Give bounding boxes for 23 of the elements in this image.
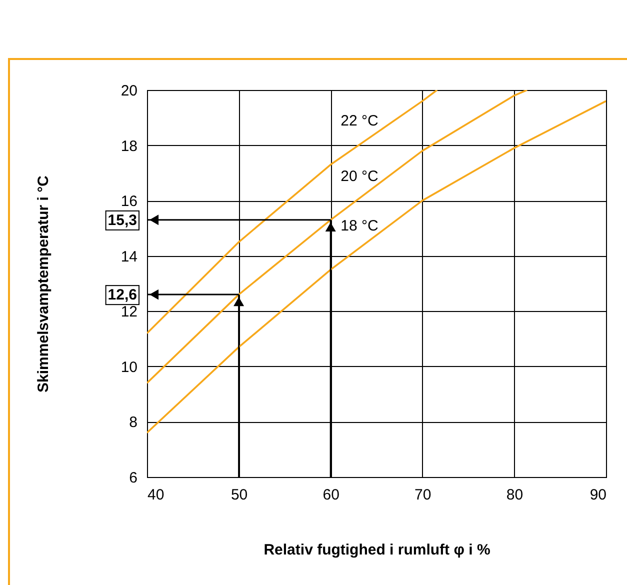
y-tick-label: 12 — [120, 304, 138, 321]
line-series — [147, 90, 528, 384]
x-tick-label: 50 — [230, 486, 248, 504]
x-tick-label: 70 — [414, 486, 432, 504]
y-tick-label: 16 — [120, 193, 138, 210]
x-axis-title: Relativ fugtighed i rumluft φ i % — [264, 542, 490, 558]
y-tick-label: 18 — [120, 138, 138, 155]
y-tick-label: 6 — [129, 470, 138, 486]
x-tick-label: 80 — [506, 486, 524, 504]
y-tick-label: 20 — [120, 82, 138, 100]
x-tick-label: 60 — [322, 486, 340, 504]
series-label: 18 °C — [340, 218, 378, 235]
y-tick-label: 10 — [120, 358, 138, 376]
series-label: 20 °C — [340, 168, 378, 185]
series-label: 22 °C — [340, 112, 378, 130]
x-tick-label: 90 — [590, 486, 606, 504]
y-tick-label: 8 — [129, 414, 138, 432]
y-tick-label: 14 — [120, 248, 138, 266]
annotation: 15,3 — [108, 212, 137, 229]
annotation: 12,6 — [108, 286, 137, 304]
x-tick-label: 40 — [148, 486, 164, 504]
y-axis-title: Skimmelsvamptemperatur i °C — [34, 175, 52, 392]
line-series — [147, 100, 606, 434]
